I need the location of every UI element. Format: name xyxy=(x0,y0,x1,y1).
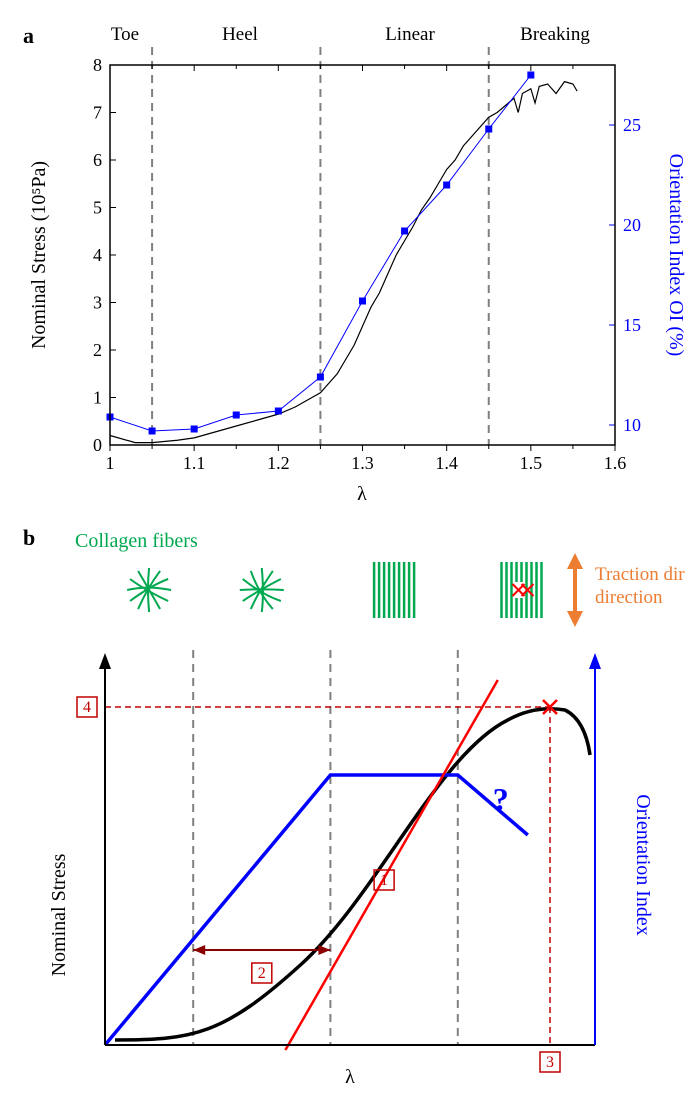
region-toe: Toe xyxy=(111,24,139,45)
y-right-label-a: Orientation Index OI (%) xyxy=(665,154,685,357)
svg-text:1.3: 1.3 xyxy=(351,453,374,473)
svg-text:1: 1 xyxy=(93,388,102,408)
y-left-label-b: Nominal Stress xyxy=(48,853,70,976)
svg-text:1.2: 1.2 xyxy=(267,453,290,473)
svg-text:6: 6 xyxy=(93,150,102,170)
region-linear: Linear xyxy=(385,24,435,45)
panel-b-label: b xyxy=(23,525,35,550)
svg-text:direction: direction xyxy=(595,587,663,608)
svg-text:1.4: 1.4 xyxy=(435,453,458,473)
panel-a-label: a xyxy=(23,23,34,48)
y-right-label-b: Orientation Index xyxy=(632,794,654,936)
fiber-schematics xyxy=(127,562,541,618)
collagen-label: Collagen fibers xyxy=(75,530,198,552)
svg-text:2: 2 xyxy=(258,965,266,982)
svg-text:4: 4 xyxy=(93,245,102,265)
x-axis-label-a: λ xyxy=(357,483,367,505)
svg-text:25: 25 xyxy=(623,115,641,135)
svg-text:1.1: 1.1 xyxy=(183,453,206,473)
svg-text:0: 0 xyxy=(93,435,102,455)
traction-indicator: Traction direction direction xyxy=(567,553,685,627)
svg-text:2: 2 xyxy=(93,340,102,360)
panel-a-chart: a Toe Heel Linear Breaking 1 1.1 1.2 1.3 1.4… xyxy=(15,15,685,515)
svg-text:10: 10 xyxy=(623,415,641,435)
svg-text:3: 3 xyxy=(546,1054,554,1071)
svg-text:4: 4 xyxy=(83,699,91,716)
svg-text:5: 5 xyxy=(93,198,102,218)
panel-b-chart: b Collagen fibers Traction direction dir… xyxy=(15,525,685,1095)
y-left-label-a: Nominal Stress (10⁵Pa) xyxy=(28,161,50,349)
region-breaking: Breaking xyxy=(520,24,590,45)
svg-text:?: ? xyxy=(493,781,509,817)
svg-text:1.5: 1.5 xyxy=(520,453,543,473)
svg-text:Traction direction: Traction direction xyxy=(595,564,685,585)
region-heel: Heel xyxy=(222,24,258,45)
svg-text:1: 1 xyxy=(106,453,115,473)
svg-text:15: 15 xyxy=(623,315,641,335)
svg-text:8: 8 xyxy=(93,55,102,75)
svg-text:1: 1 xyxy=(380,872,388,889)
svg-text:1.6: 1.6 xyxy=(604,453,627,473)
x-axis-label-b: λ xyxy=(345,1066,355,1088)
svg-text:7: 7 xyxy=(93,103,102,123)
svg-text:3: 3 xyxy=(93,293,102,313)
svg-text:20: 20 xyxy=(623,215,641,235)
